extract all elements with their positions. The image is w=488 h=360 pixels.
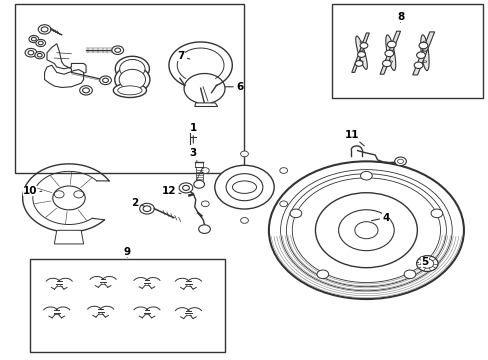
Ellipse shape (420, 35, 428, 71)
Circle shape (54, 191, 64, 198)
Circle shape (354, 60, 362, 66)
Circle shape (201, 201, 209, 207)
Ellipse shape (388, 41, 392, 43)
Circle shape (29, 36, 39, 42)
Polygon shape (412, 32, 434, 75)
Circle shape (38, 25, 51, 34)
Circle shape (397, 159, 403, 163)
Ellipse shape (315, 193, 416, 268)
Text: 5: 5 (417, 257, 427, 267)
Circle shape (115, 48, 121, 52)
Circle shape (416, 52, 425, 58)
Circle shape (140, 203, 154, 214)
Circle shape (53, 186, 85, 210)
Circle shape (416, 256, 437, 271)
Circle shape (74, 191, 83, 198)
Text: 9: 9 (123, 247, 131, 257)
Text: 8: 8 (396, 12, 404, 22)
Ellipse shape (118, 86, 142, 95)
Circle shape (201, 168, 209, 174)
Circle shape (316, 270, 328, 279)
Circle shape (413, 62, 422, 68)
Circle shape (41, 27, 48, 32)
Text: 6: 6 (225, 82, 243, 92)
Circle shape (360, 171, 371, 180)
Polygon shape (351, 33, 368, 72)
Circle shape (394, 157, 406, 166)
Polygon shape (194, 103, 217, 107)
Circle shape (240, 217, 248, 223)
Circle shape (143, 206, 151, 212)
Ellipse shape (115, 66, 150, 93)
Ellipse shape (354, 222, 377, 239)
Text: 3: 3 (189, 148, 197, 161)
Ellipse shape (422, 50, 426, 52)
Bar (331, 4, 483, 98)
Text: 10: 10 (22, 186, 41, 196)
Ellipse shape (214, 165, 274, 209)
Circle shape (80, 86, 92, 95)
Circle shape (25, 48, 37, 57)
Circle shape (359, 42, 367, 48)
Circle shape (357, 51, 365, 57)
Ellipse shape (388, 61, 392, 63)
Ellipse shape (268, 161, 463, 299)
Ellipse shape (115, 56, 149, 81)
Circle shape (386, 41, 395, 48)
Text: 11: 11 (344, 130, 364, 146)
Ellipse shape (119, 69, 145, 90)
Circle shape (240, 151, 248, 157)
Ellipse shape (338, 210, 393, 251)
Circle shape (179, 183, 192, 193)
Circle shape (193, 180, 204, 188)
Circle shape (430, 209, 442, 218)
Ellipse shape (359, 61, 363, 62)
Polygon shape (44, 65, 83, 87)
Text: 2: 2 (131, 198, 144, 208)
Circle shape (35, 51, 44, 59)
Circle shape (289, 209, 301, 218)
Bar (30, 259, 224, 352)
Polygon shape (379, 31, 400, 74)
Ellipse shape (359, 50, 363, 51)
Circle shape (112, 46, 123, 54)
Circle shape (382, 60, 390, 67)
Circle shape (82, 88, 89, 93)
Ellipse shape (388, 50, 392, 52)
Circle shape (279, 201, 287, 207)
Text: 1: 1 (189, 123, 197, 143)
Circle shape (28, 50, 34, 55)
Circle shape (37, 53, 42, 57)
Circle shape (100, 76, 111, 85)
Circle shape (198, 225, 210, 233)
Circle shape (31, 37, 36, 41)
Circle shape (384, 50, 393, 57)
Bar (15, 4, 244, 173)
Circle shape (36, 40, 45, 46)
Circle shape (418, 42, 427, 49)
Ellipse shape (359, 41, 363, 43)
Ellipse shape (120, 59, 145, 78)
Ellipse shape (232, 181, 256, 193)
Ellipse shape (422, 61, 426, 63)
Circle shape (279, 168, 287, 174)
Ellipse shape (225, 174, 263, 201)
Circle shape (420, 259, 433, 268)
Circle shape (403, 270, 415, 279)
Ellipse shape (355, 36, 366, 69)
Text: 7: 7 (177, 51, 189, 61)
Text: 4: 4 (371, 213, 389, 222)
Ellipse shape (385, 35, 395, 71)
Circle shape (102, 78, 108, 82)
Circle shape (182, 185, 189, 190)
Circle shape (38, 41, 43, 45)
Text: 12: 12 (162, 186, 181, 196)
Ellipse shape (113, 83, 146, 98)
Polygon shape (54, 230, 83, 244)
Ellipse shape (422, 41, 426, 43)
Polygon shape (47, 44, 86, 74)
Ellipse shape (237, 182, 251, 192)
